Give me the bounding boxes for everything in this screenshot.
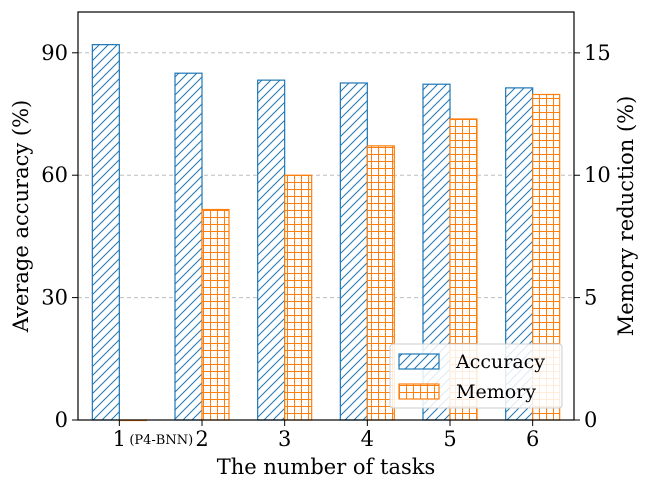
y-axis-left-label: Average accuracy (%)	[9, 100, 33, 333]
y-left-tick-label: 90	[41, 41, 68, 65]
bar-memory	[284, 174, 313, 421]
legend-label-accuracy: Accuracy	[455, 351, 545, 373]
legend-label-memory: Memory	[456, 381, 536, 403]
x-tick-label: 4	[361, 427, 374, 451]
legend: Accuracy Memory	[389, 343, 563, 409]
y-right-tick-label: 5	[584, 286, 597, 310]
bar-memory	[201, 208, 230, 421]
bar-accuracy	[91, 44, 120, 421]
y-right-tick-label: 10	[584, 163, 611, 187]
x-tick-annotation: (P4-BNN)	[129, 433, 193, 448]
x-tick-label: 2	[195, 427, 208, 451]
x-axis-label: The number of tasks	[217, 455, 436, 479]
legend-swatch-accuracy	[398, 353, 440, 370]
bar-accuracy	[339, 82, 368, 421]
bar-accuracy	[174, 72, 203, 421]
ticks-layer: 0 30 60 90 0 5 10 15 1 (P4-BNN) 2 3 4 5 6	[41, 41, 610, 451]
grid-layer	[78, 52, 574, 299]
x-tick-label: 1	[113, 427, 126, 451]
x-tick-label: 3	[278, 427, 291, 451]
y-axis-right-label: Memory reduction (%)	[614, 96, 638, 337]
y-right-tick-label: 15	[584, 41, 611, 65]
legend-swatch-memory	[398, 383, 440, 400]
x-tick-label: 6	[526, 427, 539, 451]
plot-frame	[77, 11, 575, 421]
y-left-tick-label: 0	[55, 408, 68, 432]
y-left-tick-label: 30	[41, 286, 68, 310]
x-tick-label: 5	[443, 427, 456, 451]
bars-layer	[91, 44, 561, 422]
y-left-tick-label: 60	[41, 163, 68, 187]
y-right-tick-label: 0	[584, 408, 597, 432]
bar-accuracy	[257, 79, 286, 421]
